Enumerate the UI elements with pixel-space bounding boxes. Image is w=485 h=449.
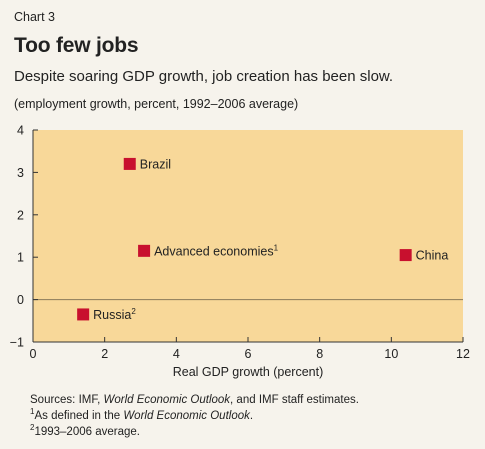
data-point [399,249,412,262]
chart-subtitle: Despite soaring GDP growth, job creation… [14,68,394,85]
y-tick-label: 4 [17,124,24,138]
data-point [77,308,90,321]
footnote-1: 1As defined in the World Economic Outloo… [30,407,254,422]
y-tick-label: 2 [17,208,24,222]
point-label: Brazil [140,157,171,171]
source-notes: Sources: IMF, World Economic Outlook, an… [30,392,359,440]
data-point [123,157,136,170]
x-tick-label: 0 [30,347,37,361]
chart-title: Too few jobs [14,34,139,57]
point-label: Advanced economies1 [154,243,279,258]
y-tick-label: 1 [17,251,24,265]
x-tick-label: 8 [316,347,323,361]
x-tick-label: 4 [173,347,180,361]
x-tick-label: 2 [101,347,108,361]
chart-note: (employment growth, percent, 1992–2006 a… [14,97,299,111]
plot-area [33,130,463,342]
source-line: Sources: IMF, World Economic Outlook, an… [30,394,359,406]
footnote-2: 21993–2006 average. [30,423,140,438]
y-tick-label: −1 [10,336,24,350]
x-tick-label: 12 [456,347,470,361]
y-tick-label: 3 [17,166,24,180]
point-label: Russia2 [93,307,136,322]
y-tick-label: 0 [17,293,24,307]
chart-label: Chart 3 [14,10,55,24]
point-label: China [416,249,449,263]
data-point [138,244,151,257]
x-tick-label: 10 [384,347,398,361]
x-tick-label: 6 [245,347,252,361]
x-axis-label: Real GDP growth (percent) [173,365,324,379]
